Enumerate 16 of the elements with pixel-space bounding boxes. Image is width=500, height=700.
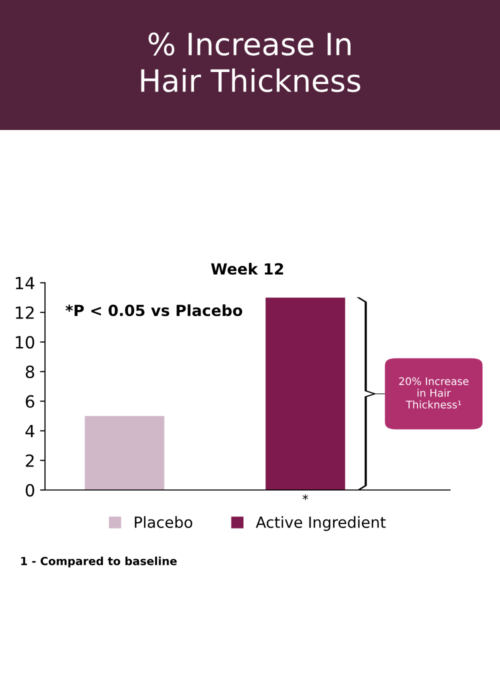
legend-label: Active Ingredient	[256, 516, 386, 531]
annotation: *P < 0.05 vs Placebo	[66, 304, 242, 316]
y-tick-label: 2	[26, 454, 34, 467]
y-tick-label: 12	[16, 306, 34, 319]
legend-label: Placebo	[134, 516, 192, 528]
text: 1 - Compared to baseline	[21, 556, 177, 568]
y-tick-label: 8	[26, 366, 34, 378]
chart-subtitle: Week 12	[211, 262, 284, 275]
text: *	[302, 494, 308, 500]
y-tick-label: 0	[26, 484, 34, 497]
chart-title: % Increase In Hair Thickness	[141, 32, 360, 92]
annotation: 20% Increase in Hair Thickness¹	[399, 377, 468, 408]
y-tick-label: 14	[16, 276, 34, 290]
y-tick-label: 6	[26, 395, 34, 408]
y-tick-label: 4	[25, 424, 34, 438]
y-tick-label: 10	[16, 336, 34, 349]
